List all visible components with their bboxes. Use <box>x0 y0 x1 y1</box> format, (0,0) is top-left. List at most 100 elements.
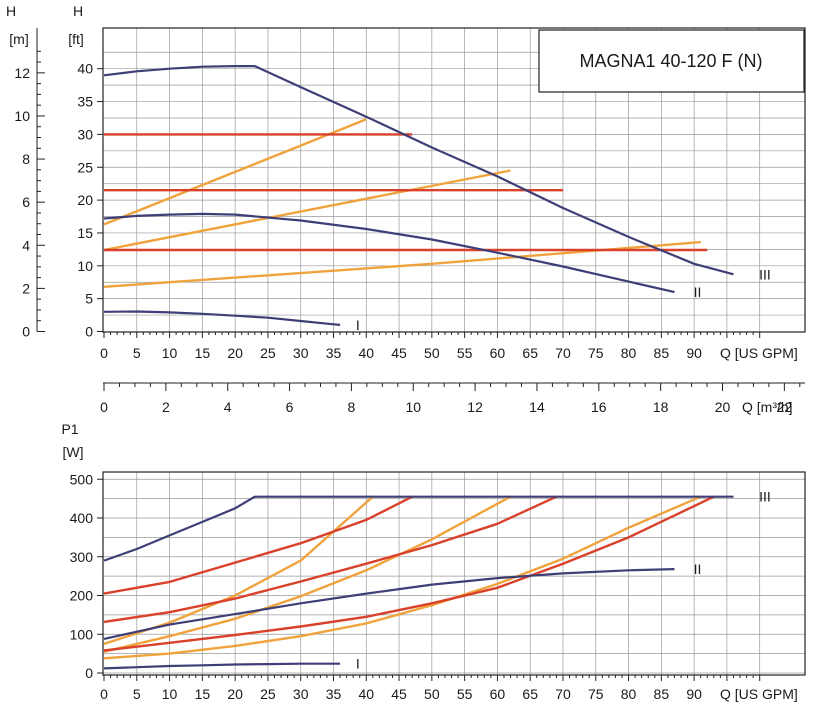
power-curve-label-II: II <box>694 561 702 577</box>
m-tick-label: 0 <box>22 324 30 340</box>
m-tick-label: 8 <box>22 151 30 167</box>
power-x-tick-label: 40 <box>358 686 374 702</box>
m-tick-label: 12 <box>14 65 30 81</box>
ft-tick-label: 0 <box>85 324 93 340</box>
power-x-tick-label: 45 <box>391 686 407 702</box>
power-axis-head: P1 <box>61 421 78 437</box>
head-x-tick-label: 90 <box>686 345 702 361</box>
power-x-tick-label: 30 <box>293 686 309 702</box>
head-plot-frame <box>102 27 806 333</box>
head-x-axis-label: Q [US GPM] <box>720 345 798 361</box>
m3h-tick-label: 12 <box>467 399 483 415</box>
head-curve-label-III: III <box>759 266 771 282</box>
ft-tick-label: 35 <box>77 94 93 110</box>
m3h-tick-label: 6 <box>286 399 294 415</box>
power-x-tick-label: 35 <box>326 686 342 702</box>
power-x-tick-label: 10 <box>162 686 178 702</box>
head-x-tick-label: 25 <box>260 345 276 361</box>
power-y-tick-label: 200 <box>70 588 94 604</box>
ft-tick-label: 25 <box>77 159 93 175</box>
chart-title: MAGNA1 40-120 F (N) <box>579 51 762 71</box>
m3h-tick-label: 4 <box>224 399 232 415</box>
ft-tick-label: 20 <box>77 192 93 208</box>
power-curve-I <box>103 662 341 670</box>
ft-axis-unit: [ft] <box>68 31 84 47</box>
head-x-tick-label: 50 <box>424 345 440 361</box>
power-constant-pressure-line-2 <box>103 495 557 624</box>
ft-tick-label: 10 <box>77 258 93 274</box>
power-y-tick-label: 300 <box>70 549 94 565</box>
head-x-tick-label: 5 <box>133 345 141 361</box>
power-x-tick-label: 25 <box>260 686 276 702</box>
m3h-tick-label: 16 <box>591 399 607 415</box>
power-x-tick-label: 5 <box>133 686 141 702</box>
m3h-tick-label: 0 <box>100 399 108 415</box>
power-x-axis-label: Q [US GPM] <box>720 686 798 702</box>
head-x-tick-label: 60 <box>490 345 506 361</box>
chart-title-box <box>538 29 805 93</box>
head-proportional-pressure-line-2 <box>103 169 511 252</box>
power-proportional-pressure-line-2 <box>103 495 512 653</box>
power-plot-frame <box>102 471 806 676</box>
m3h-tick-label: 18 <box>653 399 669 415</box>
power-x-tick-label: 20 <box>227 686 243 702</box>
power-axis-unit: [W] <box>63 444 84 460</box>
head-series-group <box>103 65 734 326</box>
m-axis-unit: [m] <box>9 31 28 47</box>
head-x-tick-label: 55 <box>457 345 473 361</box>
power-x-tick-label: 55 <box>457 686 473 702</box>
power-y-tick-label: 0 <box>85 665 93 681</box>
head-x-tick-label: 30 <box>293 345 309 361</box>
ft-tick-label: 40 <box>77 61 93 77</box>
head-x-tick-label: 65 <box>522 345 538 361</box>
head-x-tick-label: 40 <box>358 345 374 361</box>
ft-tick-label: 30 <box>77 126 93 142</box>
m-axis-head: H <box>6 3 16 19</box>
head-curve-II <box>103 212 675 294</box>
head-x-tick-label: 75 <box>588 345 604 361</box>
power-x-tick-label: 0 <box>100 686 108 702</box>
ft-tick-label: 15 <box>77 225 93 241</box>
m3h-tick-label: 8 <box>348 399 356 415</box>
head-x-tick-label: 70 <box>555 345 571 361</box>
power-x-tick-label: 50 <box>424 686 440 702</box>
power-y-tick-label: 100 <box>70 626 94 642</box>
head-curve-label-I: I <box>356 317 360 333</box>
head-proportional-pressure-line-1 <box>103 118 367 226</box>
m3h-tick-label: 14 <box>529 399 545 415</box>
m-tick-label: 2 <box>22 280 30 296</box>
power-proportional-pressure-line-3 <box>103 495 702 660</box>
power-y-tick-label: 500 <box>70 471 94 487</box>
m3h-tick-label: 20 <box>715 399 731 415</box>
power-curve-II <box>103 568 675 640</box>
power-curve-III <box>103 495 734 562</box>
power-x-tick-label: 15 <box>195 686 211 702</box>
head-curve-label-II: II <box>694 284 702 300</box>
power-constant-pressure-line-3 <box>103 495 715 652</box>
m3h-tick-label: 22 <box>777 399 793 415</box>
m-tick-label: 4 <box>22 237 30 253</box>
head-x-tick-label: 10 <box>162 345 178 361</box>
power-grid <box>103 472 805 675</box>
power-x-tick-label: 70 <box>555 686 571 702</box>
head-x-tick-label: 20 <box>227 345 243 361</box>
power-x-tick-label: 85 <box>654 686 670 702</box>
head-x-tick-label: 85 <box>654 345 670 361</box>
head-curve-I <box>103 310 341 326</box>
power-x-tick-label: 65 <box>522 686 538 702</box>
power-curve-label-III: III <box>759 489 771 505</box>
power-curve-label-I: I <box>356 656 360 672</box>
ft-axis-head: H <box>73 3 83 19</box>
m3h-tick-label: 2 <box>162 399 170 415</box>
power-y-tick-label: 400 <box>70 510 94 526</box>
head-x-tick-label: 15 <box>195 345 211 361</box>
power-constant-pressure-line-1 <box>103 495 413 595</box>
m-tick-label: 6 <box>22 194 30 210</box>
power-series-group <box>103 495 734 670</box>
m-tick-label: 10 <box>14 108 30 124</box>
m3h-tick-label: 10 <box>405 399 421 415</box>
power-x-tick-label: 80 <box>621 686 637 702</box>
head-curve-III <box>103 65 734 276</box>
power-x-tick-label: 60 <box>490 686 506 702</box>
